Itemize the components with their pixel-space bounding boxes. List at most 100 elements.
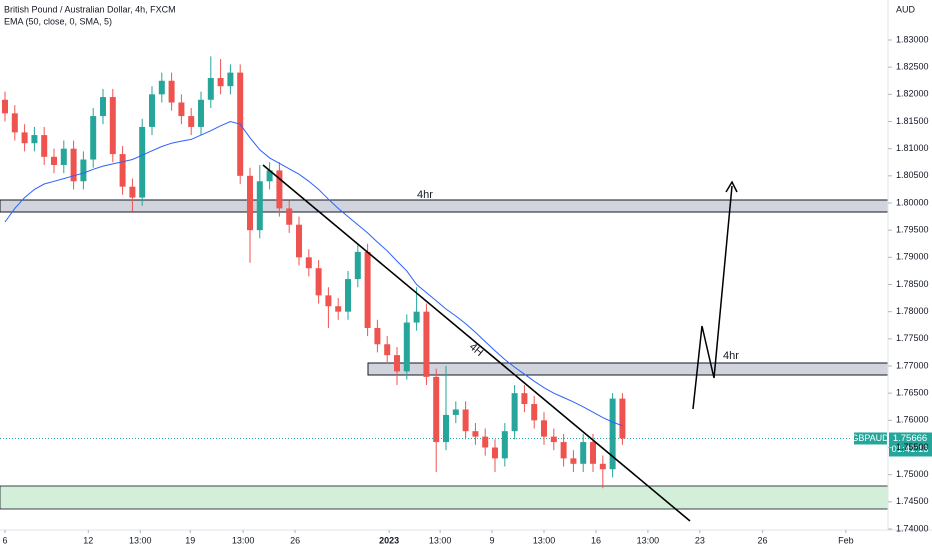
candle-body [609, 398, 616, 470]
y-tick-label: 1.80500 [896, 170, 929, 180]
candle-body [149, 94, 156, 127]
candle-body [109, 97, 116, 155]
y-tick-label: 1.74000 [896, 523, 929, 533]
candle-body [50, 156, 57, 165]
x-tick-label: 2023 [379, 535, 399, 545]
y-tick-label: 1.79000 [896, 252, 929, 262]
candle-body [394, 355, 401, 372]
candle-body [345, 279, 352, 312]
price-tag: GBPAUD 1.75666 01:41:13 [851, 432, 932, 457]
y-tick-label: 1.81000 [896, 143, 929, 153]
candle-body [423, 311, 430, 377]
y-tick-label: 1.83000 [896, 34, 929, 44]
candle-body [590, 442, 597, 464]
candle-body [452, 409, 459, 415]
candle-body [139, 126, 146, 198]
candle-body [217, 78, 224, 87]
x-tick-label: 6 [2, 535, 7, 545]
countdown-label: 01:41:13 [892, 444, 929, 455]
candle-body [276, 170, 283, 209]
y-tick-label: 1.82500 [896, 62, 929, 72]
candle-body [227, 72, 234, 87]
candle-body [31, 135, 38, 144]
y-tick-label: 1.76500 [896, 388, 929, 398]
candle-body [560, 442, 567, 459]
candle-body [178, 102, 185, 117]
x-tick-label: 13:00 [637, 535, 660, 545]
symbol-box [854, 432, 887, 445]
x-tick-label: 13:00 [429, 535, 452, 545]
candle-body [501, 431, 508, 459]
candle-body [41, 135, 48, 157]
x-tick-label: 26 [290, 535, 300, 545]
x-tick-label: 9 [490, 535, 495, 545]
arrow-head [725, 180, 738, 193]
resistance-zone [0, 199, 889, 213]
candle-body [90, 116, 97, 160]
y-tick-label: 1.80000 [896, 197, 929, 207]
indicator-label: EMA (50, close, 0, SMA, 5) [4, 16, 112, 26]
y-tick-label: 1.76000 [896, 415, 929, 425]
candle-body [413, 311, 420, 323]
last-price-label: 1.75666 [893, 433, 927, 444]
candle-body [119, 154, 126, 187]
x-tick-label: 19 [185, 535, 195, 545]
x-tick-label: 16 [591, 535, 601, 545]
candle-body [550, 436, 557, 443]
y-tick-label: 1.77500 [896, 333, 929, 343]
candle-body [247, 175, 254, 231]
candle-body [315, 268, 322, 296]
x-tick-label: 13:00 [232, 535, 255, 545]
candle-body [521, 393, 528, 405]
candle-body [384, 344, 391, 356]
zone-label: 4hr [417, 189, 433, 201]
candle-body [433, 376, 440, 443]
candle-body [443, 414, 450, 443]
candle-body [70, 148, 77, 182]
candle-body [296, 224, 303, 258]
candle-body [619, 398, 626, 439]
candle-body [403, 322, 410, 372]
candle-body [158, 80, 165, 95]
candle-body [354, 251, 361, 280]
y-tick-label: 1.75500 [896, 442, 929, 452]
candle-body [11, 113, 18, 133]
y-tick-label: 1.78000 [896, 306, 929, 316]
candle-body [580, 442, 587, 464]
y-tick-label: 1.79500 [896, 225, 929, 235]
candle-body [325, 295, 332, 307]
candle-body [482, 436, 489, 448]
candle-body [462, 409, 469, 432]
y-tick-label: 1.75000 [896, 469, 929, 479]
trendline [262, 164, 691, 522]
candle-body [541, 420, 548, 437]
plot-area [0, 56, 888, 489]
candle-body [198, 99, 205, 127]
candle-body [129, 186, 136, 198]
currency-label: AUD [896, 4, 916, 14]
candle-body [266, 170, 273, 182]
candle-body [335, 306, 342, 312]
support-zone [0, 485, 889, 510]
candle-body [168, 80, 175, 103]
y-tick-label: 1.81500 [896, 116, 929, 126]
candle-body [60, 148, 67, 165]
candle-body [21, 132, 28, 144]
candle-body [492, 447, 499, 459]
candle-body [207, 78, 214, 100]
y-tick-label: 1.74500 [896, 496, 929, 506]
candle-body [100, 97, 107, 117]
candle-body [305, 257, 312, 269]
candle-body [511, 393, 518, 432]
chart-title: British Pound / Australian Dollar, 4h, F… [4, 4, 176, 14]
candle-body [472, 431, 479, 437]
x-tick-label: 26 [758, 535, 768, 545]
candle-body [599, 463, 606, 470]
ema-line [4, 120, 623, 427]
candle-body [531, 404, 538, 421]
y-tick-label: 1.82000 [896, 89, 929, 99]
candle-body [1, 99, 8, 114]
candle-body [80, 159, 87, 182]
candle-body [256, 181, 263, 231]
